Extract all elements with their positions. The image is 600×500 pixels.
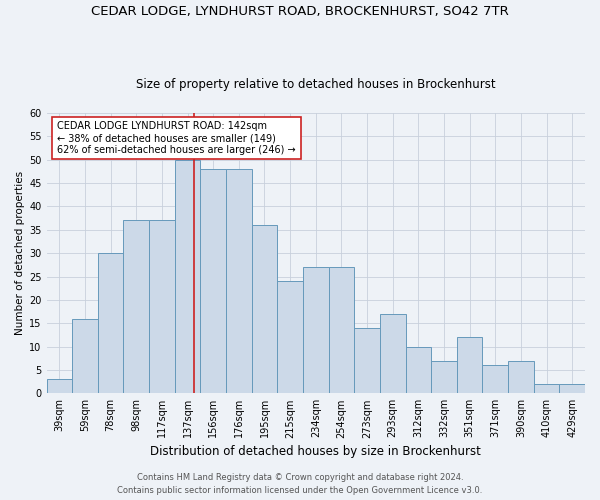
Bar [457, 338, 482, 394]
Bar [124, 220, 149, 394]
Text: CEDAR LODGE LYNDHURST ROAD: 142sqm
← 38% of detached houses are smaller (149)
62: CEDAR LODGE LYNDHURST ROAD: 142sqm ← 38%… [57, 122, 296, 154]
Bar [251, 225, 277, 394]
Bar [354, 328, 380, 394]
Bar [98, 253, 124, 394]
Text: CEDAR LODGE, LYNDHURST ROAD, BROCKENHURST, SO42 7TR: CEDAR LODGE, LYNDHURST ROAD, BROCKENHURS… [91, 5, 509, 18]
Bar [406, 346, 431, 394]
Bar [329, 267, 354, 394]
Bar [482, 366, 508, 394]
Bar [534, 384, 559, 394]
Bar [47, 380, 72, 394]
X-axis label: Distribution of detached houses by size in Brockenhurst: Distribution of detached houses by size … [151, 444, 481, 458]
Bar [559, 384, 585, 394]
Y-axis label: Number of detached properties: Number of detached properties [15, 171, 25, 335]
Bar [431, 360, 457, 394]
Bar [72, 318, 98, 394]
Bar [380, 314, 406, 394]
Bar [277, 281, 303, 394]
Title: Size of property relative to detached houses in Brockenhurst: Size of property relative to detached ho… [136, 78, 496, 91]
Bar [149, 220, 175, 394]
Bar [508, 360, 534, 394]
Bar [226, 169, 251, 394]
Bar [200, 169, 226, 394]
Bar [175, 160, 200, 394]
Text: Contains HM Land Registry data © Crown copyright and database right 2024.
Contai: Contains HM Land Registry data © Crown c… [118, 474, 482, 495]
Bar [303, 267, 329, 394]
